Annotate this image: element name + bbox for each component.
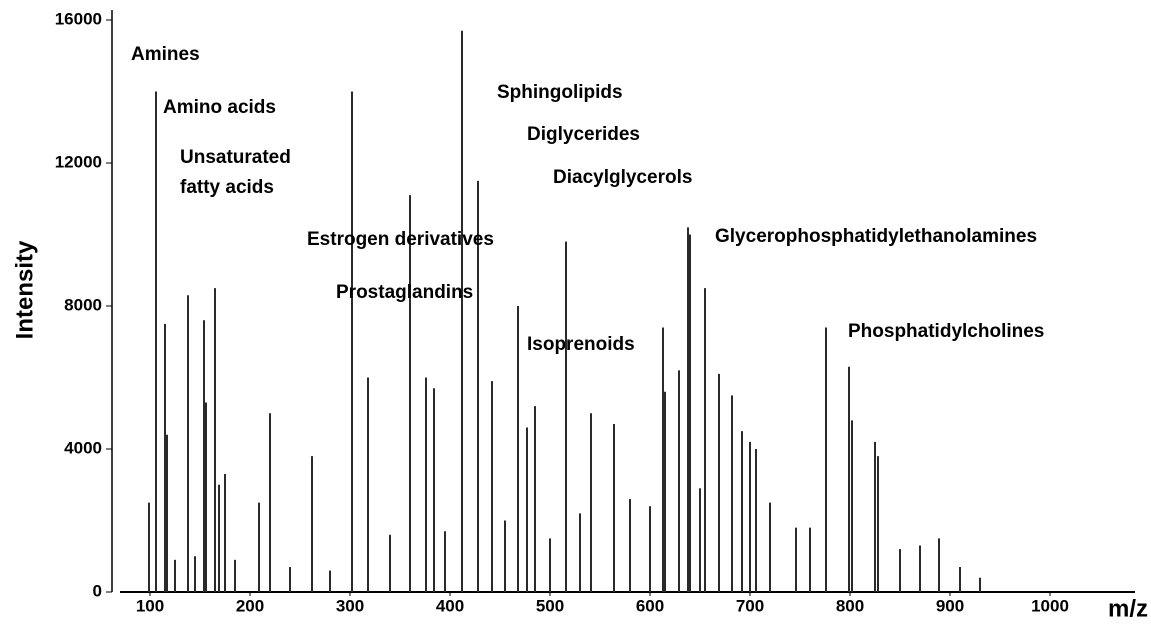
y-tick-label: 16000 (55, 9, 102, 28)
annotation: Phosphatidylcholines (848, 321, 1044, 342)
annotation: Estrogen derivatives (307, 229, 494, 250)
x-tick-label: 300 (336, 596, 364, 615)
x-tick-label: 700 (736, 596, 764, 615)
x-tick-label: 600 (636, 596, 664, 615)
annotation: Isoprenoids (527, 334, 635, 355)
y-tick-label: 12000 (55, 152, 102, 171)
annotation: Sphingolipids (497, 82, 623, 103)
x-tick-label: 900 (936, 596, 964, 615)
y-axis-title: Intensity (11, 240, 38, 339)
annotation: Amino acids (163, 97, 276, 118)
x-tick-label: 500 (536, 596, 564, 615)
y-tick-label: 8000 (64, 295, 102, 314)
x-tick-label: 800 (836, 596, 864, 615)
annotation: Diacylglycerols (553, 167, 692, 188)
annotation: Glycerophosphatidylethanolamines (715, 226, 1037, 247)
x-tick-label: 400 (436, 596, 464, 615)
y-tick-label: 0 (93, 581, 102, 600)
annotation: Amines (131, 44, 200, 65)
annotation: fatty acids (180, 177, 274, 198)
annotation: Diglycerides (527, 124, 640, 145)
y-tick-label: 4000 (64, 438, 102, 457)
x-tick-label: 200 (236, 596, 264, 615)
x-tick-label: 100 (136, 596, 164, 615)
annotation: Unsaturated (180, 147, 291, 168)
annotation: Prostaglandins (336, 282, 473, 303)
x-axis-title: m/z (1108, 595, 1148, 622)
x-tick-label: 1000 (1031, 596, 1069, 615)
